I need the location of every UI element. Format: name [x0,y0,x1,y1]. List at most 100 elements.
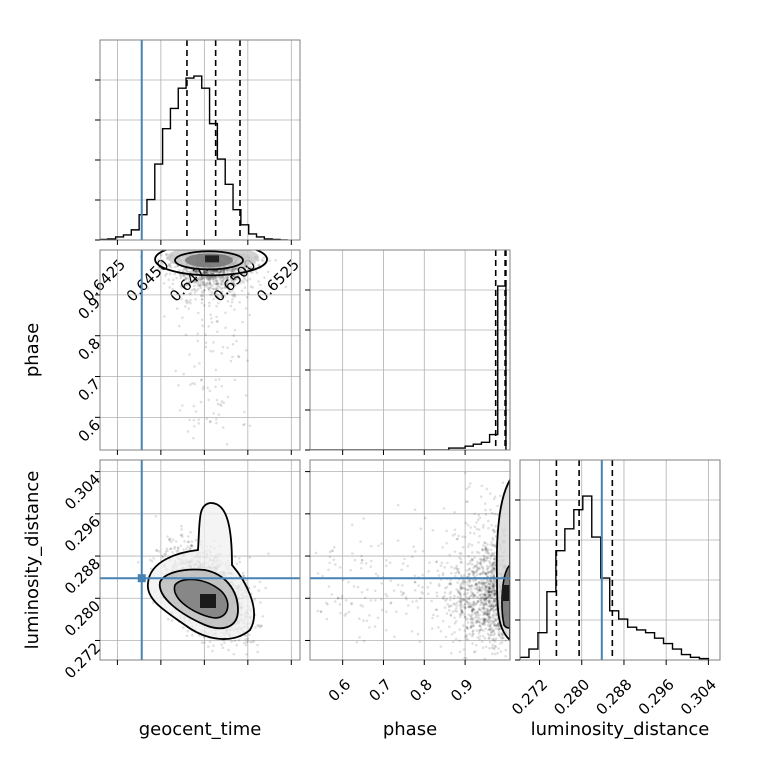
sample-point [492,575,496,578]
sample-point [489,607,493,611]
sample-point [488,616,491,619]
sample-point [459,613,463,617]
sample-point [477,581,481,584]
sample-point [225,268,229,272]
sample-point [168,286,171,289]
sample-point [478,566,481,569]
sample-point [469,560,472,563]
sample-point [168,537,172,540]
sample-point [221,275,224,279]
sample-point [204,341,208,344]
sample-point [482,593,486,596]
sample-point [479,608,483,612]
sample-point [183,278,186,282]
sample-point [220,404,223,407]
sample-point [169,540,173,544]
sample-point [374,572,378,576]
sample-point [470,608,474,611]
sample-point [214,292,218,295]
sample-point [463,629,467,632]
sample-point [487,609,490,613]
sample-point [490,511,494,515]
sample-point [478,561,482,565]
sample-point [224,286,228,289]
x-tick-label: 0.6450 [123,255,173,305]
sample-point [219,276,223,280]
sample-point [488,570,492,574]
sample-point [467,568,471,571]
sample-point [430,627,434,630]
sample-point [395,610,398,613]
sample-point [468,597,471,601]
sample-point [452,602,456,606]
scatter-geocent_time-luminosity_distance-plot-area [100,460,300,660]
sample-point [483,502,487,505]
sample-point [201,276,205,279]
sample-point [194,281,198,284]
sample-point [495,613,499,616]
sample-point [225,280,229,284]
sample-point [482,617,486,621]
sample-point [201,283,205,287]
sample-point [488,586,492,590]
sample-point [499,642,502,645]
sample-point [459,592,462,596]
hist-luminosity_distance-histogram-steps [520,495,710,660]
sample-point [489,628,492,631]
sample-point [489,554,492,558]
sample-point [325,617,329,621]
sample-point [171,551,174,554]
sample-point [189,383,192,386]
sample-point [491,600,494,604]
sample-point [233,639,237,643]
sample-point [441,573,445,577]
sample-point [487,591,491,594]
sample-point [471,573,475,576]
sample-point [240,289,244,293]
sample-point [463,605,466,609]
sample-point [493,495,497,499]
sample-point [475,582,479,586]
sample-point [224,285,227,289]
sample-point [166,617,170,621]
sample-point [485,575,489,578]
sample-point [467,588,470,591]
sample-point [197,269,200,273]
sample-point [467,613,470,616]
sample-point [486,585,490,588]
sample-point [166,535,169,538]
sample-point [212,275,215,279]
sample-point [464,521,468,525]
sample-point [225,443,229,446]
sample-point [477,596,480,600]
sample-point [185,277,188,280]
sample-point [459,596,462,599]
sample-point [497,647,500,650]
sample-point [477,580,481,584]
sample-point [484,620,487,623]
sample-point [493,644,497,648]
sample-point [460,603,463,607]
sample-point [236,274,239,278]
sample-point [483,588,486,592]
sample-point [233,295,237,298]
sample-point [487,599,491,603]
sample-point [487,618,491,622]
sample-point [470,588,473,591]
sample-point [484,556,488,560]
sample-point [216,319,219,323]
sample-point [393,635,396,639]
sample-point [208,289,211,292]
sample-point [443,606,447,609]
sample-point [482,554,486,558]
sample-point [208,282,212,286]
sample-point [483,612,487,615]
sample-point [187,540,191,544]
sample-point [327,585,331,588]
sample-point [197,418,200,422]
sample-point [487,628,490,632]
sample-point [462,586,466,590]
sample-point [484,598,487,602]
sample-point [404,595,408,599]
sample-point [466,500,469,503]
